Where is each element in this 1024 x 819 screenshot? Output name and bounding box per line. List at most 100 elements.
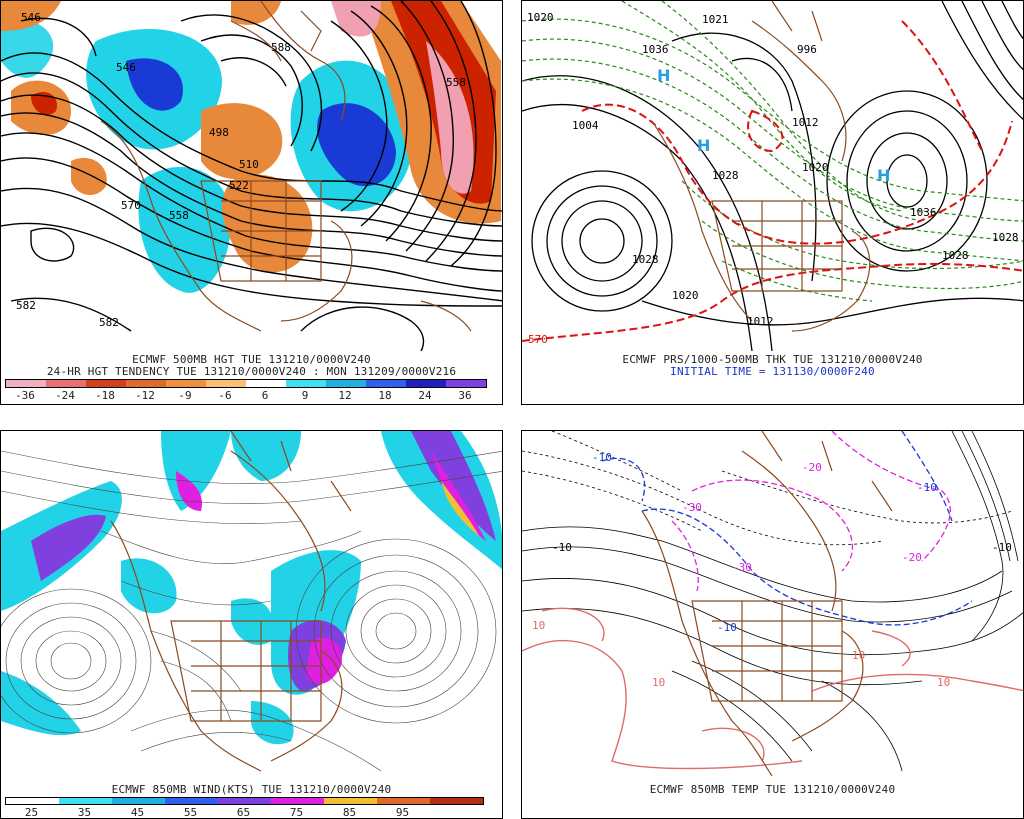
colorbar-label: 12 xyxy=(338,389,352,402)
contour-label: 1028 xyxy=(712,169,739,182)
colorbar-swatch xyxy=(324,798,377,804)
contour-labels: 1020 1021 996 1036 1004 1012 1020 1028 1… xyxy=(527,11,1019,346)
warm-contours xyxy=(522,607,1023,770)
colorbar-label: 24 xyxy=(418,389,432,402)
colorbar-swatch xyxy=(165,798,218,804)
height-contours xyxy=(1,1,502,351)
colorbar-swatch xyxy=(246,380,286,387)
contour-label: -20 xyxy=(802,461,822,474)
high-pressure-marker: H xyxy=(877,166,890,185)
high-pressure-marker: H xyxy=(657,66,670,85)
colorbar-swatch xyxy=(6,380,46,387)
panel-500mb-height: 546 546 588 558 498 510 522 570 558 582 … xyxy=(0,0,503,405)
contour-labels: 546 546 588 558 498 510 522 570 558 582 … xyxy=(16,11,466,329)
colorbar-label: 55 xyxy=(183,806,198,819)
panel-850mb-wind: ECMWF 850MB WIND(KTS) TUE 131210/0000V24… xyxy=(0,430,503,819)
colorbar-label: 25 xyxy=(24,806,39,819)
colorbar-swatch xyxy=(326,380,366,387)
contour-label: 570 xyxy=(528,333,548,346)
contour-label: 498 xyxy=(209,126,229,139)
streamlines xyxy=(1,450,502,772)
colorbar-swatch xyxy=(86,380,126,387)
contour-label: 10 xyxy=(937,676,950,689)
panel2-initial-time: INITIAL TIME = 131130/0000F240 xyxy=(670,365,875,378)
contour-label: -10 xyxy=(592,451,612,464)
panel1-title: ECMWF 500MB HGT TUE 131210/0000V240 xyxy=(132,353,371,366)
contour-label: 558 xyxy=(169,209,189,222)
contour-label: -10 xyxy=(717,621,737,634)
contour-label: 1028 xyxy=(632,253,659,266)
contour-label: 1012 xyxy=(792,116,819,129)
panel-850mb-temperature: -10 -10 -10 -20 -30 -30 -20 10 10 10 10 … xyxy=(521,430,1024,819)
contour-label: -20 xyxy=(902,551,922,564)
colorbar-swatch xyxy=(218,798,271,804)
contour-label: 546 xyxy=(21,11,41,24)
colorbar-label: 95 xyxy=(395,806,410,819)
panel3-title: ECMWF 850MB WIND(KTS) TUE 131210/0000V24… xyxy=(111,783,392,796)
contour-label: 10 xyxy=(532,619,545,632)
panel2-title: ECMWF PRS/1000-500MB THK TUE 131210/0000… xyxy=(622,353,923,366)
contour-label: 1020 xyxy=(802,161,829,174)
temperature-map: -10 -10 -10 -20 -30 -30 -20 10 10 10 10 … xyxy=(522,431,1023,777)
pressure-thickness-map: H H H 1020 1021 996 1036 1004 1012 1020 … xyxy=(522,1,1023,351)
tendency-colorbar xyxy=(5,379,487,388)
high-markers: H H H xyxy=(657,66,890,185)
contour-label: 1028 xyxy=(942,249,969,262)
colorbar-swatch xyxy=(126,380,166,387)
coastlines xyxy=(100,1,472,332)
colorbar-swatch xyxy=(366,380,406,387)
colorbar-swatch xyxy=(271,798,324,804)
colorbar-label: -9 xyxy=(178,389,192,402)
colorbar-label: -12 xyxy=(135,389,155,402)
colorbar-swatch xyxy=(112,798,165,804)
colorbar-label: 18 xyxy=(378,389,392,402)
colorbar-label: -24 xyxy=(55,389,75,402)
temperature-contours-dashed xyxy=(522,431,1013,546)
cold-contours xyxy=(601,431,973,626)
wind-speed-colorbar-labels: 25 35 45 55 65 75 85 95 xyxy=(5,806,482,819)
colorbar-label: -18 xyxy=(95,389,115,402)
contour-labels: -10 -10 -10 -20 -30 -30 -20 10 10 10 10 … xyxy=(532,451,1012,689)
colorbar-swatch xyxy=(6,798,59,804)
contour-label: 546 xyxy=(116,61,136,74)
wind-speed-colorbar xyxy=(5,797,484,805)
thickness-contours xyxy=(522,1,1023,302)
colorbar-swatch xyxy=(377,798,430,804)
colorbar-label: 65 xyxy=(236,806,251,819)
contour-label: 1036 xyxy=(910,206,937,219)
thickness-540-line xyxy=(522,20,1023,342)
contour-label: -30 xyxy=(732,561,752,574)
coastlines xyxy=(641,431,893,777)
contour-label: -10 xyxy=(917,481,937,494)
colorbar-swatch xyxy=(206,380,246,387)
colorbar-label: 35 xyxy=(77,806,92,819)
coastlines xyxy=(651,1,871,332)
contour-label: 570 xyxy=(121,199,141,212)
colorbar-swatch xyxy=(166,380,206,387)
colorbar-swatch xyxy=(430,798,483,804)
tendency-colorbar-labels: -36 -24 -18 -12 -9 -6 6 9 12 18 24 36 xyxy=(5,389,485,403)
colorbar-label: 85 xyxy=(342,806,357,819)
wind-map xyxy=(1,431,502,772)
colorbar-swatch xyxy=(46,380,86,387)
wind-speed-shading xyxy=(1,431,502,745)
colorbar-label: 6 xyxy=(261,389,269,402)
panel1-subtitle: 24-HR HGT TENDENCY TUE 131210/0000V240 :… xyxy=(46,365,457,378)
colorbar-swatch xyxy=(59,798,112,804)
colorbar-swatch xyxy=(446,380,486,387)
contour-label: 1012 xyxy=(747,315,774,328)
tendency-shading xyxy=(1,1,501,293)
contour-label: 1004 xyxy=(572,119,599,132)
panel-pressure-thickness: H H H 1020 1021 996 1036 1004 1012 1020 … xyxy=(521,0,1024,405)
pressure-contours xyxy=(522,1,1023,351)
height-tendency-map: 546 546 588 558 498 510 522 570 558 582 … xyxy=(1,1,502,351)
contour-label: 1036 xyxy=(642,43,669,56)
contour-label: 1028 xyxy=(992,231,1019,244)
high-pressure-marker: H xyxy=(697,136,710,155)
contour-label: -30 xyxy=(682,501,702,514)
contour-label: 588 xyxy=(271,41,291,54)
contour-label: 1020 xyxy=(672,289,699,302)
contour-label: 1020 xyxy=(527,11,554,24)
coastlines xyxy=(110,431,352,772)
colorbar-label: -36 xyxy=(15,389,35,402)
